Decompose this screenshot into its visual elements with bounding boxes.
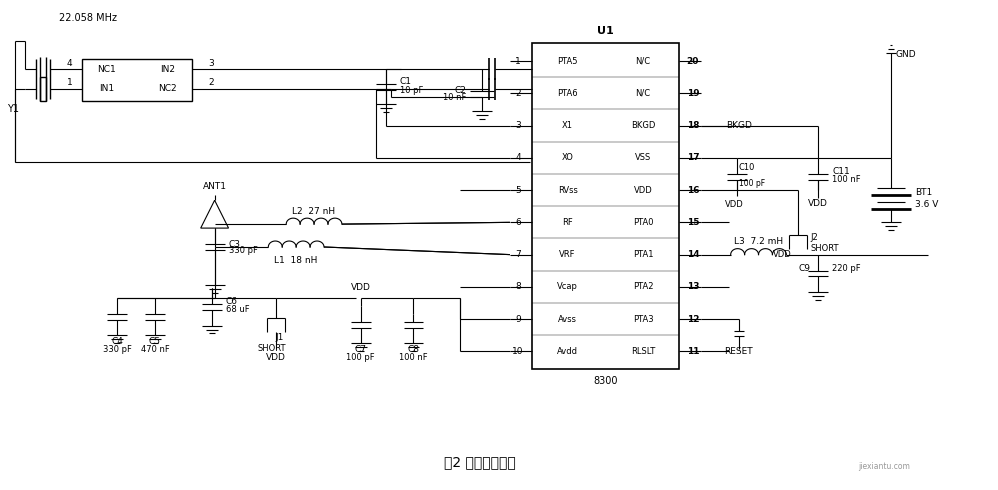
Text: 13: 13 <box>687 282 700 292</box>
Text: 470 nF: 470 nF <box>141 345 170 354</box>
Text: 图2 轮胎模块电路: 图2 轮胎模块电路 <box>444 455 516 469</box>
Text: PTA1: PTA1 <box>633 250 654 259</box>
Text: SHORT: SHORT <box>257 344 285 353</box>
Text: BT1: BT1 <box>914 188 932 197</box>
Text: 100 pF: 100 pF <box>739 179 764 188</box>
Text: 100 nF: 100 nF <box>399 353 428 362</box>
Text: VDD: VDD <box>351 283 370 292</box>
Text: C2: C2 <box>454 86 466 96</box>
Text: 8300: 8300 <box>593 376 618 386</box>
Text: J1: J1 <box>275 333 283 342</box>
Text: RVss: RVss <box>558 186 578 195</box>
Text: 15: 15 <box>687 218 700 227</box>
Text: PTA3: PTA3 <box>633 315 654 323</box>
Text: N/C: N/C <box>636 56 651 66</box>
Text: 4: 4 <box>67 58 72 68</box>
Text: Vcap: Vcap <box>557 282 578 292</box>
Text: GND: GND <box>896 49 916 59</box>
Text: 22.058 MHz: 22.058 MHz <box>59 13 117 24</box>
Text: 8: 8 <box>515 282 521 292</box>
Text: X1: X1 <box>562 121 573 130</box>
Text: 16: 16 <box>687 186 700 195</box>
Text: Avss: Avss <box>558 315 577 323</box>
Text: 3: 3 <box>515 121 521 130</box>
Text: NC2: NC2 <box>159 84 178 94</box>
Bar <box>83 59 192 101</box>
Text: 330 pF: 330 pF <box>103 345 132 354</box>
Text: BKGD: BKGD <box>726 121 751 130</box>
Text: 3: 3 <box>209 58 215 68</box>
Text: 2: 2 <box>209 78 215 87</box>
Text: jiexiantu.com: jiexiantu.com <box>858 462 910 471</box>
Text: PTA6: PTA6 <box>557 89 578 98</box>
Text: VRF: VRF <box>559 250 576 259</box>
Text: PTA0: PTA0 <box>633 218 654 227</box>
Text: 1: 1 <box>67 78 72 87</box>
Text: 19: 19 <box>687 89 700 98</box>
Text: IN2: IN2 <box>161 65 176 74</box>
Text: 2: 2 <box>515 89 521 98</box>
Text: PTA5: PTA5 <box>557 56 578 66</box>
Text: 9: 9 <box>515 315 521 323</box>
Text: 14: 14 <box>687 250 700 259</box>
Text: C3: C3 <box>229 240 241 248</box>
Text: 10 pF: 10 pF <box>399 86 423 96</box>
Text: U1: U1 <box>597 26 614 36</box>
Text: VDD: VDD <box>808 199 828 208</box>
Text: N/C: N/C <box>636 89 651 98</box>
Text: 100 nF: 100 nF <box>832 175 860 184</box>
Text: RLSLT: RLSLT <box>631 347 656 356</box>
Text: 6: 6 <box>515 218 521 227</box>
Text: 4: 4 <box>515 153 521 162</box>
Text: SHORT: SHORT <box>810 244 838 253</box>
Text: 68 uF: 68 uF <box>226 305 250 314</box>
Text: L3  7.2 mH: L3 7.2 mH <box>734 237 783 246</box>
Text: RESET: RESET <box>725 347 752 356</box>
Text: C1: C1 <box>399 77 411 86</box>
Bar <box>40 77 47 101</box>
Text: 5: 5 <box>515 186 521 195</box>
Text: 20: 20 <box>687 56 699 66</box>
Text: 11: 11 <box>687 347 700 356</box>
Text: 12: 12 <box>687 315 700 323</box>
Text: C5: C5 <box>149 337 161 346</box>
Text: 10 nF: 10 nF <box>443 93 466 102</box>
Text: 100 pF: 100 pF <box>346 353 375 362</box>
Text: 10: 10 <box>512 347 524 356</box>
Text: C6: C6 <box>226 297 238 306</box>
Text: RF: RF <box>562 218 573 227</box>
Text: J2: J2 <box>810 233 818 243</box>
Text: IN1: IN1 <box>99 84 114 94</box>
Text: ANT1: ANT1 <box>203 182 227 191</box>
Text: VSS: VSS <box>635 153 652 162</box>
Text: L2  27 nH: L2 27 nH <box>292 207 335 216</box>
Text: C8: C8 <box>407 345 419 354</box>
Text: C10: C10 <box>739 163 755 172</box>
Text: C7: C7 <box>354 345 367 354</box>
Text: 3.6 V: 3.6 V <box>914 200 938 209</box>
Text: VDD: VDD <box>266 353 286 362</box>
Text: C11: C11 <box>832 167 850 176</box>
Text: 220 pF: 220 pF <box>832 264 860 273</box>
Text: C9: C9 <box>798 264 810 273</box>
Bar <box>532 43 679 369</box>
Text: C4: C4 <box>111 337 123 346</box>
Bar <box>40 77 46 101</box>
Text: VDD: VDD <box>726 199 745 209</box>
Text: 7: 7 <box>515 250 521 259</box>
Text: Y1: Y1 <box>7 104 19 114</box>
Text: XO: XO <box>562 153 574 162</box>
Text: PTA2: PTA2 <box>633 282 654 292</box>
Text: VDD: VDD <box>634 186 653 195</box>
Text: 330 pF: 330 pF <box>229 246 257 255</box>
Text: VDD: VDD <box>773 250 791 259</box>
Text: 18: 18 <box>687 121 700 130</box>
Text: NC1: NC1 <box>97 65 116 74</box>
Text: Avdd: Avdd <box>557 347 578 356</box>
Text: L1  18 nH: L1 18 nH <box>274 256 317 266</box>
Text: BKGD: BKGD <box>631 121 656 130</box>
Text: 1: 1 <box>515 56 521 66</box>
Text: 17: 17 <box>687 153 700 162</box>
